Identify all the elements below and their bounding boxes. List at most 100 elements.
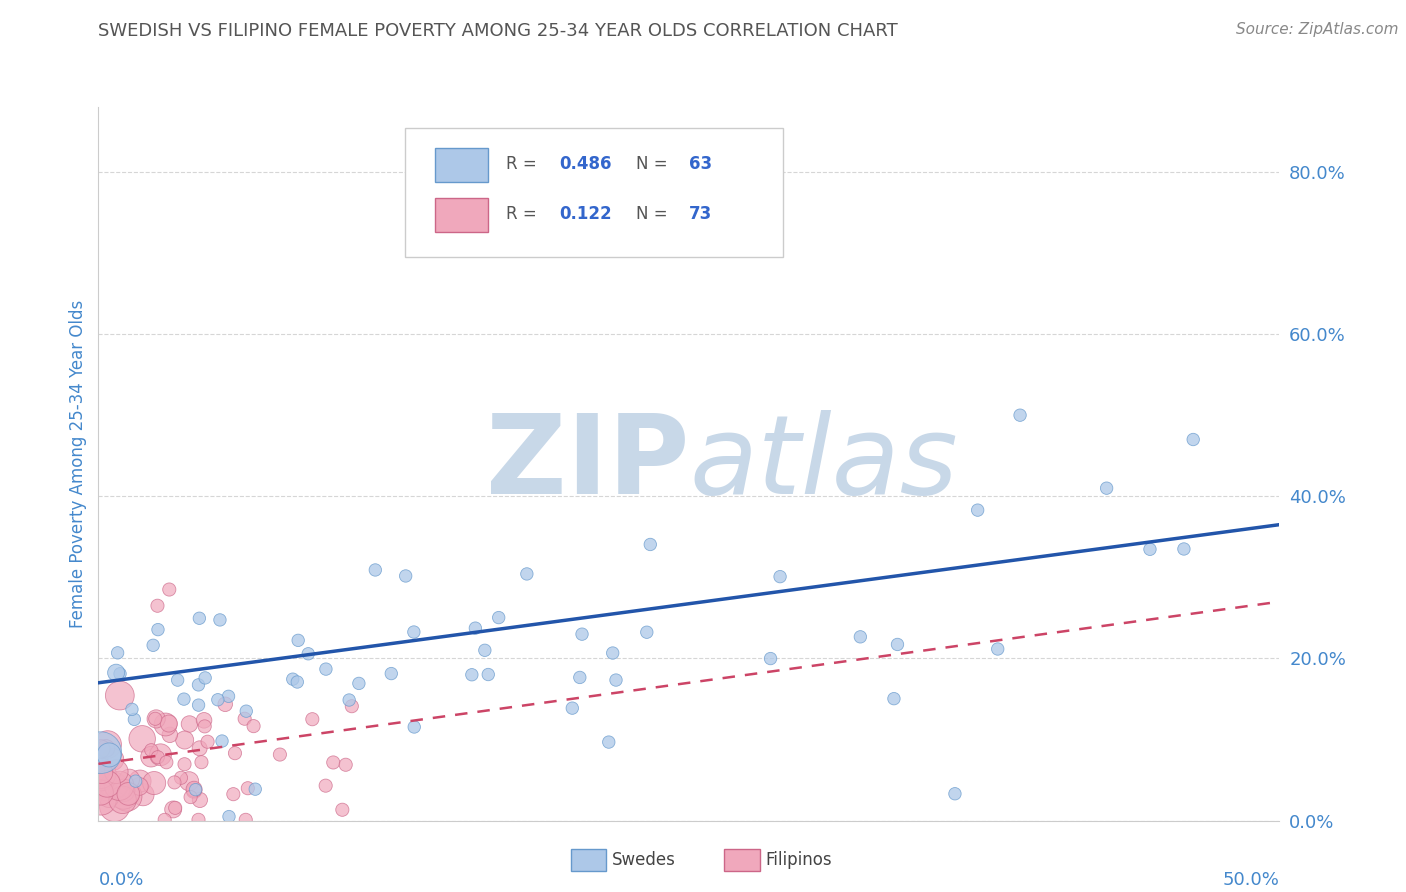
Point (97, 738, 120, 752)
Point (165, 801, 187, 815)
Point (301, 712, 323, 726)
Point (943, 787, 966, 801)
Point (966, 503, 988, 517)
Point (108, 779, 131, 793)
Point (162, 802, 184, 816)
Point (287, 633, 309, 648)
Text: Filipinos: Filipinos (766, 851, 832, 869)
Point (101, 752, 124, 766)
Text: 0.122: 0.122 (560, 205, 612, 223)
Point (1010, 408, 1032, 422)
Point (146, 599, 169, 613)
Point (184, 782, 207, 797)
Point (1173, 541, 1195, 556)
Point (224, 746, 246, 760)
Point (987, 642, 1010, 657)
Point (94, 741, 117, 756)
Point (96, 782, 118, 797)
Point (245, 782, 267, 797)
Point (90, 765, 112, 780)
Point (157, 716, 180, 731)
Point (187, 813, 209, 827)
Point (380, 666, 402, 681)
Point (218, 690, 240, 704)
Point (107, 646, 129, 660)
Point (561, 701, 583, 715)
Point (131, 731, 153, 746)
Point (636, 625, 658, 640)
Point (132, 788, 155, 802)
Point (159, 728, 181, 742)
Point (110, 784, 132, 798)
Point (214, 698, 236, 712)
Point (170, 771, 193, 785)
Point (105, 764, 128, 779)
Point (90, 746, 112, 760)
Point (1182, 433, 1205, 447)
Point (197, 735, 219, 749)
FancyBboxPatch shape (434, 148, 488, 182)
Text: 73: 73 (689, 205, 713, 223)
Point (97, 790, 120, 805)
Point (759, 651, 782, 665)
Point (207, 692, 229, 706)
Point (105, 665, 128, 680)
FancyBboxPatch shape (724, 849, 759, 871)
Point (235, 704, 257, 718)
Point (322, 756, 344, 770)
FancyBboxPatch shape (405, 128, 783, 257)
Point (598, 735, 620, 749)
Point (145, 712, 167, 726)
Point (402, 625, 425, 640)
Point (173, 733, 195, 747)
Point (112, 783, 135, 797)
Point (395, 569, 418, 583)
Point (340, 699, 363, 714)
Point (146, 623, 169, 637)
Point (155, 717, 177, 731)
Point (188, 741, 211, 756)
Point (571, 627, 593, 641)
Point (180, 790, 202, 805)
Point (143, 776, 166, 790)
Point (103, 779, 125, 793)
Point (143, 712, 166, 726)
Text: R =: R = (506, 155, 541, 173)
Point (886, 637, 908, 651)
Point (108, 689, 131, 703)
Point (183, 782, 205, 797)
Point (90, 793, 112, 807)
Point (242, 719, 264, 733)
Point (188, 793, 211, 807)
Point (183, 783, 205, 797)
Point (153, 813, 176, 827)
Point (146, 750, 169, 764)
Point (347, 676, 370, 690)
Point (285, 675, 308, 690)
Point (235, 813, 257, 827)
Text: 63: 63 (689, 155, 711, 173)
Point (179, 717, 201, 731)
Point (769, 569, 792, 583)
Point (461, 667, 484, 681)
Text: atlas: atlas (689, 410, 957, 517)
FancyBboxPatch shape (434, 198, 488, 232)
Point (190, 755, 212, 769)
Point (90, 785, 112, 799)
Text: N =: N = (636, 205, 672, 223)
Point (173, 692, 195, 706)
Point (315, 779, 337, 793)
Point (602, 646, 624, 660)
Point (90, 771, 112, 785)
Point (330, 803, 353, 817)
Point (477, 667, 499, 681)
Point (157, 582, 180, 597)
Point (90, 773, 112, 788)
FancyBboxPatch shape (571, 849, 606, 871)
Point (222, 787, 245, 801)
Point (128, 780, 150, 794)
Point (1139, 542, 1161, 557)
Point (218, 809, 240, 823)
Point (194, 719, 217, 733)
Point (139, 749, 162, 764)
